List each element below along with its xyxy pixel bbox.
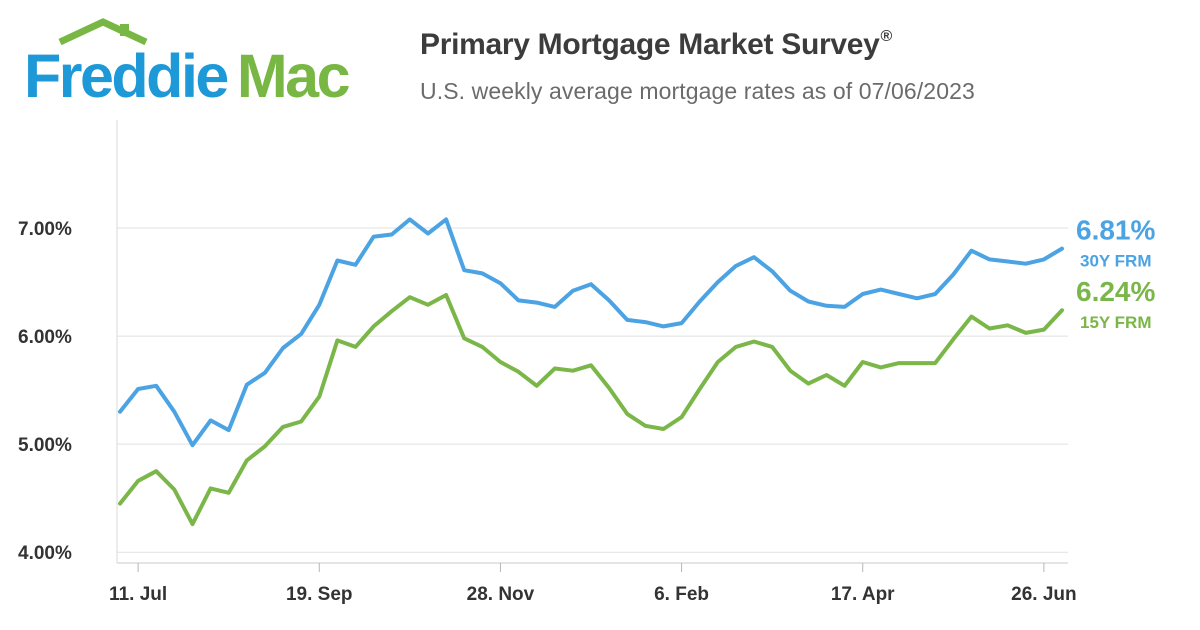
x-tick-label: 6. Feb — [654, 584, 709, 605]
y-tick-label: 5.00% — [18, 435, 72, 456]
x-axis: 11. Jul 19. Sep 28. Nov 6. Feb 17. Apr 26. Ju… — [109, 563, 1077, 605]
end-label-30y-frm: 30Y FRM — [1080, 252, 1152, 271]
logo-wordmark: Freddie Mac — [24, 46, 351, 107]
x-tick-label: 28. Nov — [467, 584, 535, 605]
end-label-15y-frm: 15Y FRM — [1080, 313, 1152, 332]
logo-freddie-text: Freddie — [24, 42, 229, 110]
series-lines — [118, 217, 1064, 527]
y-tick-label: 6.00% — [18, 327, 72, 348]
end-value-15y-frm: 6.24% — [1076, 276, 1155, 307]
page-subtitle: U.S. weekly average mortgage rates as of… — [420, 78, 975, 104]
page-title: Primary Mortgage Market Survey® — [420, 28, 892, 62]
freddie-mac-logo: Freddie Mac — [24, 16, 384, 108]
title-text: Primary Mortgage Market Survey — [420, 28, 880, 61]
end-value-30y-frm: 6.81% — [1076, 215, 1155, 246]
y-axis: 4.00% 5.00% 6.00% 7.00% — [18, 219, 72, 564]
end-labels: 6.81% 30Y FRM 6.24% 15Y FRM — [1076, 215, 1155, 333]
y-tick-label: 7.00% — [18, 219, 72, 240]
logo-mac-text: Mac — [236, 42, 351, 110]
gridlines — [117, 227, 1068, 553]
x-tick-label: 17. Apr — [831, 584, 895, 605]
y-tick-label: 4.00% — [18, 543, 72, 564]
x-tick-label: 19. Sep — [286, 584, 353, 605]
series-line-30y-frm — [118, 217, 1064, 448]
registered-mark: ® — [880, 28, 893, 45]
x-tick-label: 11. Jul — [109, 584, 167, 605]
series-line-15y-frm — [118, 293, 1064, 527]
x-tick-label: 26. Jun — [1011, 584, 1076, 605]
house-roof-icon — [58, 18, 148, 46]
